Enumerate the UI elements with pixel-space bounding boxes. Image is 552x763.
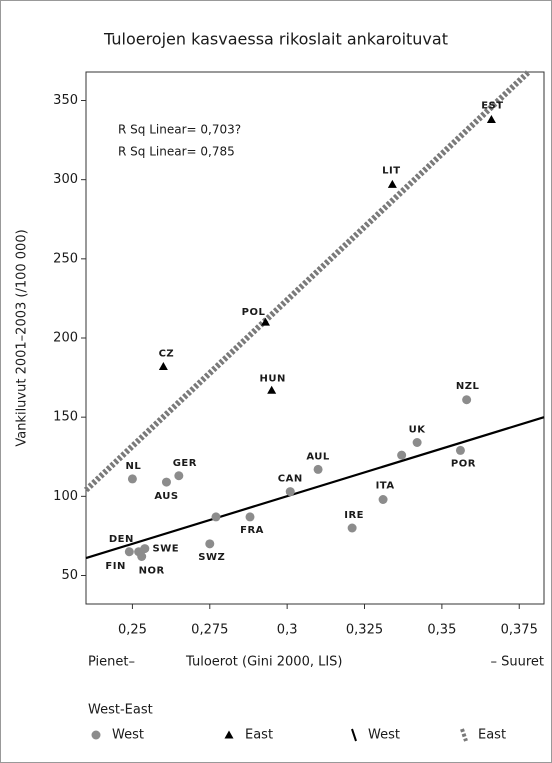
annotation: R Sq Linear= 0,785	[118, 145, 235, 159]
annotation: R Sq Linear= 0,703?	[118, 123, 241, 137]
data-point	[462, 395, 472, 405]
point-label: POL	[242, 307, 266, 318]
point-label: SWZ	[198, 552, 225, 563]
y-tick-label: 200	[53, 331, 78, 346]
point-label: NL	[126, 461, 142, 472]
point-label: UK	[409, 425, 427, 436]
point-label: HUN	[259, 373, 285, 384]
y-tick-label: 50	[61, 568, 78, 583]
data-point	[397, 450, 407, 460]
y-tick-label: 350	[53, 93, 78, 108]
data-point	[140, 544, 150, 554]
data-point	[486, 115, 496, 123]
point-label: SWE	[153, 544, 180, 555]
legend-line	[351, 728, 357, 742]
data-point	[245, 512, 255, 522]
data-point	[455, 445, 465, 455]
x-tick-label: 0,275	[191, 623, 228, 638]
legend-label: East	[245, 728, 273, 743]
y-tick-label: 300	[53, 172, 78, 187]
data-point	[211, 512, 221, 522]
point-label: NZL	[456, 381, 480, 392]
data-point	[412, 438, 422, 447]
x-tick-label: 0,375	[501, 623, 538, 638]
data-point	[205, 539, 215, 549]
point-label: GER	[173, 458, 197, 469]
y-tick-label: 150	[53, 410, 78, 425]
point-label: FRA	[240, 525, 264, 536]
legend-marker	[91, 730, 101, 740]
y-tick-label: 100	[53, 489, 78, 504]
point-label: ITA	[376, 481, 395, 492]
point-label: DEN	[109, 534, 134, 545]
data-point	[313, 464, 323, 474]
data-point	[378, 495, 388, 504]
data-point	[285, 487, 295, 497]
x-axis-label: Tuloerot (Gini 2000, LIS)	[185, 655, 343, 670]
x-tick-label: 0,3	[277, 623, 298, 638]
data-point	[267, 385, 277, 394]
legend-label: East	[478, 728, 506, 743]
point-label: FIN	[105, 561, 125, 572]
x-tick-label: 0,25	[118, 623, 147, 638]
legend-marker	[224, 730, 234, 739]
point-label: LIT	[382, 165, 400, 176]
trend-line	[83, 69, 531, 493]
data-point	[174, 471, 184, 481]
point-label: EST	[481, 101, 503, 112]
y-tick-label: 250	[53, 251, 78, 266]
point-label: CZ	[159, 349, 175, 360]
data-point	[124, 547, 134, 557]
data-point	[158, 362, 168, 370]
point-label: CAN	[278, 474, 303, 485]
point-label: AUL	[306, 451, 330, 462]
data-point	[137, 552, 147, 561]
chart-title: Tuloerojen kasvaessa rikoslait ankaroitu…	[103, 30, 448, 49]
data-point	[260, 317, 270, 326]
point-label: NOR	[139, 566, 165, 577]
data-point	[161, 477, 171, 487]
data-point	[387, 179, 397, 188]
point-label: IRE	[344, 510, 364, 521]
x-axis-left-label: Pienet–	[88, 655, 135, 670]
data-point	[127, 474, 137, 484]
legend-label: West	[368, 728, 400, 743]
legend-line	[460, 728, 468, 742]
legend-title: West-East	[88, 703, 153, 718]
x-axis-right-label: – Suuret	[490, 655, 544, 670]
trend-line	[85, 416, 545, 560]
x-tick-label: 0,325	[346, 623, 383, 638]
point-label: AUS	[154, 491, 178, 502]
x-tick-label: 0,35	[427, 623, 456, 638]
data-point	[347, 523, 357, 533]
point-label: POR	[451, 458, 476, 469]
legend-label: West	[112, 728, 144, 743]
y-axis-label: Vankiluvut 2001–2003 (/100 000)	[15, 229, 30, 446]
